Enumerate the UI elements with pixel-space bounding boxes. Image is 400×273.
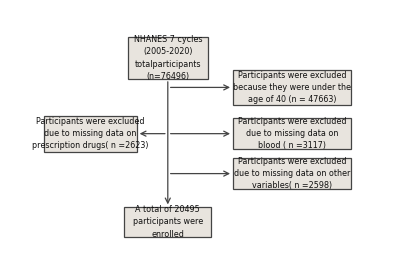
Text: Participants were excluded
due to missing data on
prescription drugs( n =2623): Participants were excluded due to missin…: [32, 117, 148, 150]
Text: A total of 20495
participants were
enrolled: A total of 20495 participants were enrol…: [133, 205, 203, 239]
Text: NHANES 7 cycles
(2005-2020)
totalparticipants
(n=76496): NHANES 7 cycles (2005-2020) totalpartici…: [134, 35, 202, 81]
Text: Participants were excluded
because they were under the
age of 40 (n = 47663): Participants were excluded because they …: [233, 71, 351, 104]
FancyBboxPatch shape: [233, 118, 351, 149]
FancyBboxPatch shape: [233, 70, 351, 105]
Text: Participants were excluded
due to missing data on other
variables( n =2598): Participants were excluded due to missin…: [234, 157, 350, 190]
FancyBboxPatch shape: [128, 37, 208, 79]
FancyBboxPatch shape: [124, 207, 211, 237]
FancyBboxPatch shape: [44, 116, 137, 152]
Text: Participants were excluded
due to missing data on
blood ( n =3117): Participants were excluded due to missin…: [238, 117, 346, 150]
FancyBboxPatch shape: [233, 158, 351, 189]
